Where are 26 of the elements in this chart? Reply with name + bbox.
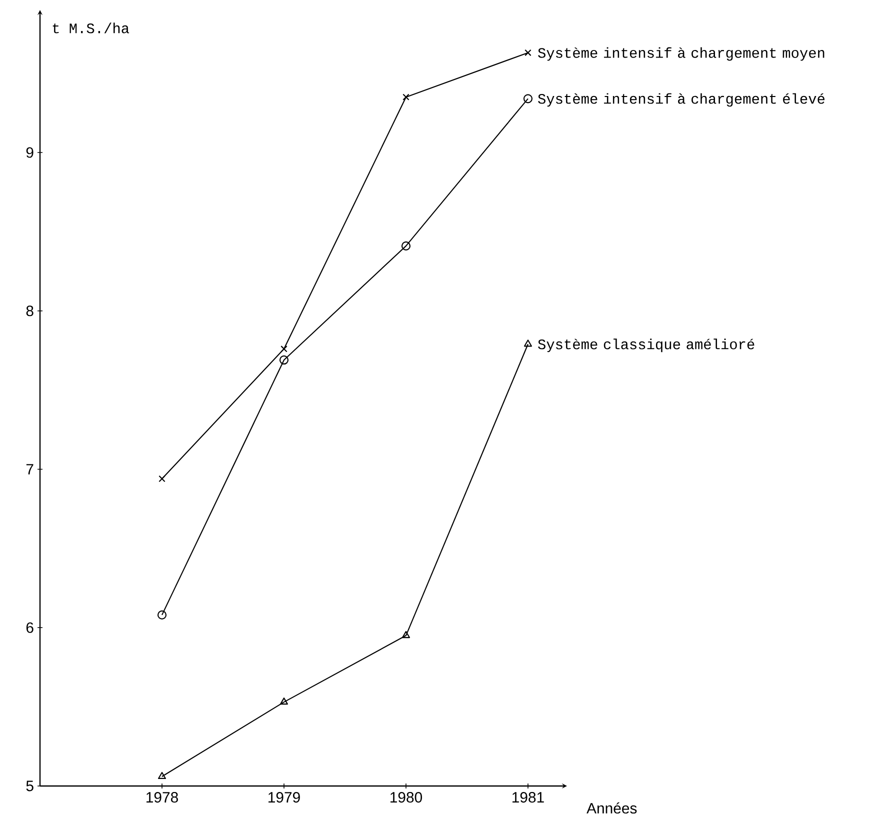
series-label: Système classique amélioré xyxy=(538,338,754,352)
x-tick-label: 1981 xyxy=(512,792,544,803)
y-axis-title: t M.S./ha xyxy=(52,22,130,34)
point xyxy=(158,475,166,482)
point xyxy=(524,340,532,347)
point xyxy=(280,698,288,705)
y-tick-label: 8 xyxy=(26,306,34,316)
point xyxy=(401,241,411,250)
point xyxy=(157,610,167,620)
y-tick-label: 9 xyxy=(26,147,34,158)
series-label: Système intensif à chargement élevé xyxy=(538,93,824,107)
point xyxy=(524,49,532,56)
point xyxy=(402,94,410,100)
y-tick-label: 7 xyxy=(26,464,34,474)
x-tick-label: 1980 xyxy=(390,792,422,803)
x-axis-title: Années xyxy=(586,802,637,814)
point xyxy=(158,772,166,780)
point xyxy=(279,355,289,365)
point xyxy=(523,94,533,104)
x-tick-label: 1978 xyxy=(146,792,178,803)
y-tick-label: 6 xyxy=(26,622,34,633)
y-tick-label: 5 xyxy=(26,780,34,792)
point xyxy=(402,630,410,638)
point xyxy=(280,346,288,352)
series-label: Système intensif à chargement moyen xyxy=(538,47,824,61)
x-tick-label: 1979 xyxy=(268,792,300,803)
